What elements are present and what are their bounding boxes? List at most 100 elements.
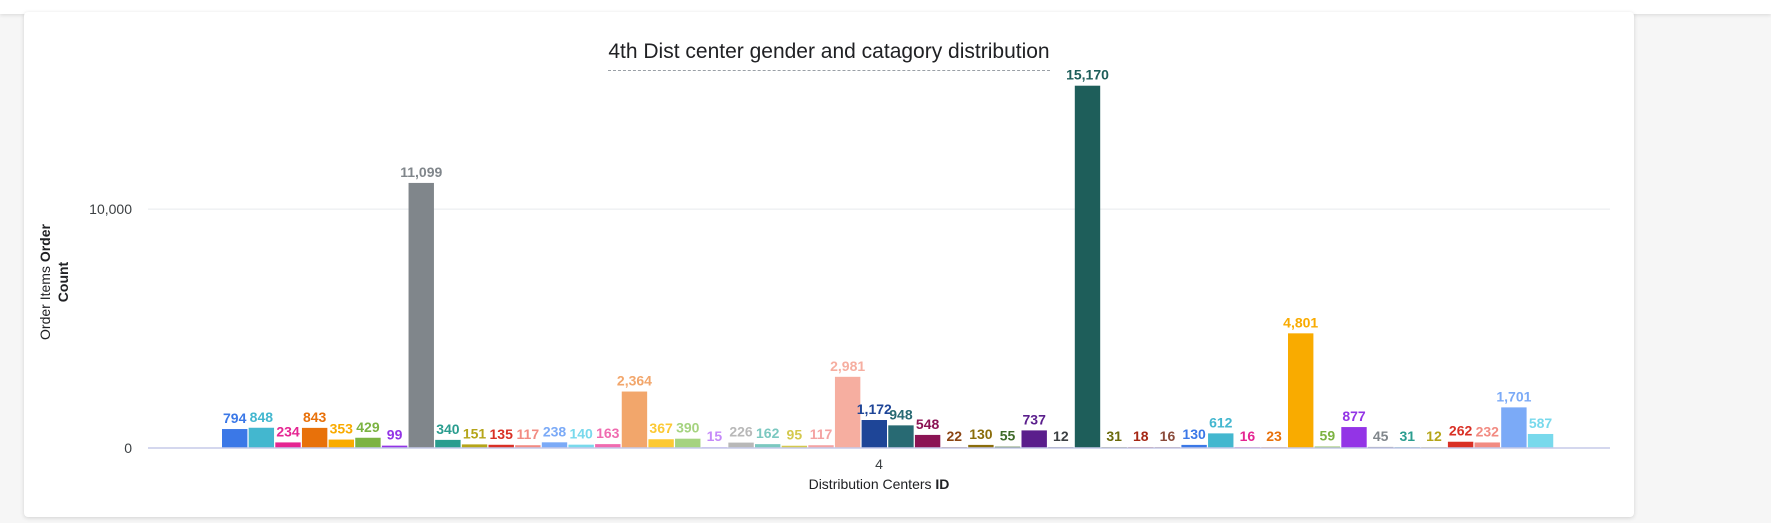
bar[interactable] [621,391,648,448]
bar-value-label: 18 [1133,428,1149,444]
bar-value-label: 794 [223,410,247,426]
bar-value-label: 232 [1476,423,1500,439]
bar[interactable] [1527,433,1554,448]
bar-value-label: 22 [946,428,962,444]
bar-value-label: 135 [490,426,514,442]
x-axis-title[interactable]: Distribution Centers ID [809,476,950,492]
chart-card: 4th Dist center gender and catagory dist… [24,12,1634,517]
bar[interactable] [355,437,381,448]
bar-value-label: 130 [1182,426,1206,442]
bar[interactable] [1208,433,1234,448]
bar[interactable] [1341,427,1367,448]
bar-value-label: 45 [1373,428,1389,444]
bar-value-label: 390 [676,420,700,436]
bar-value-label: 340 [436,421,460,437]
bar[interactable] [781,445,808,448]
y-ticks: 0 10,000 [89,201,1610,456]
chart-title-wrapper: 4th Dist center gender and catagory dist… [24,40,1634,71]
bar[interactable] [408,182,434,448]
bar-value-label: 4,801 [1283,314,1318,330]
y-axis-title-line1: Order Items Order [37,223,53,339]
bar[interactable] [301,427,328,448]
bar[interactable] [568,444,594,448]
bar[interactable] [914,434,941,448]
bar-value-label: 99 [387,427,403,443]
bar-value-label: 140 [569,426,593,442]
bar[interactable] [728,442,754,448]
bar-value-label: 117 [810,426,833,442]
bar-value-label: 226 [729,424,753,440]
bar[interactable] [1447,441,1474,448]
bar-value-label: 612 [1209,414,1233,430]
bar[interactable] [461,444,488,448]
bar-value-label: 1,172 [857,401,892,417]
y-axis-title-line1-bold: Order [37,223,53,262]
bar-value-label: 162 [756,425,780,441]
chart-title[interactable]: 4th Dist center gender and catagory dist… [608,40,1050,71]
bar[interactable] [328,439,354,448]
bar-value-label: 12 [1053,428,1069,444]
bar-value-label: 11,099 [400,164,442,180]
bar[interactable] [488,444,514,448]
y-tick-label: 0 [124,440,132,456]
bar[interactable] [1181,444,1207,448]
bar-value-label: 2,364 [617,373,652,389]
bar[interactable] [834,376,861,448]
bar[interactable] [435,439,461,448]
bar-value-label: 843 [303,409,327,425]
bar-value-label: 548 [916,416,940,432]
bar[interactable] [808,445,834,448]
bar-value-label: 15,170 [1066,67,1109,83]
bar[interactable] [1288,333,1314,448]
bar-value-label: 163 [596,425,620,441]
bar-value-label: 234 [276,423,300,439]
bar-value-label: 31 [1400,428,1416,444]
bar[interactable] [1474,442,1500,448]
bar-value-label: 1,701 [1496,388,1531,404]
bar-value-label: 737 [1023,411,1047,427]
bar-value-label: 95 [787,427,803,443]
bar[interactable] [675,438,701,448]
bar-value-label: 16 [1160,428,1176,444]
bar-value-label: 877 [1342,408,1366,424]
bar-value-label: 117 [517,426,540,442]
bar[interactable] [595,444,621,448]
bar-value-label: 16 [1240,428,1256,444]
bar-value-label: 130 [969,426,993,442]
bar-value-label: 429 [356,419,380,435]
top-toolbar-strip [0,0,1771,14]
bar-value-label: 238 [543,423,567,439]
bar[interactable] [888,425,914,448]
bar[interactable] [515,445,541,448]
bar[interactable] [381,445,408,448]
bar[interactable] [541,442,568,448]
bar-value-label: 31 [1106,428,1122,444]
bar-value-label: 15 [707,428,723,444]
bar[interactable] [275,442,301,448]
bar[interactable] [861,420,887,448]
y-axis-title[interactable]: Order Items Order Count [37,223,71,339]
y-axis-title-line2: Count [55,261,71,302]
x-axis-title-text: Distribution Centers [809,476,936,492]
x-axis-title-bold: ID [935,476,949,492]
bars [222,85,1554,448]
bar-value-label: 151 [463,425,487,441]
bar[interactable] [1021,430,1047,448]
x-tick-label: 4 [875,456,883,472]
bar[interactable] [1501,407,1527,448]
bar-value-label: 23 [1266,428,1282,444]
bar[interactable] [248,427,275,448]
bar-value-label: 367 [649,420,673,436]
bar-value-label: 55 [1000,428,1016,444]
y-tick-label: 10,000 [89,201,132,217]
bar[interactable] [1074,85,1101,448]
bar[interactable] [968,444,994,448]
bar-value-label: 262 [1449,423,1473,439]
bar-value-label: 12 [1426,428,1442,444]
bar[interactable] [755,444,781,448]
y-axis-title-line1-text: Order Items [37,262,53,340]
bar[interactable] [222,429,248,448]
bar[interactable] [648,439,674,448]
